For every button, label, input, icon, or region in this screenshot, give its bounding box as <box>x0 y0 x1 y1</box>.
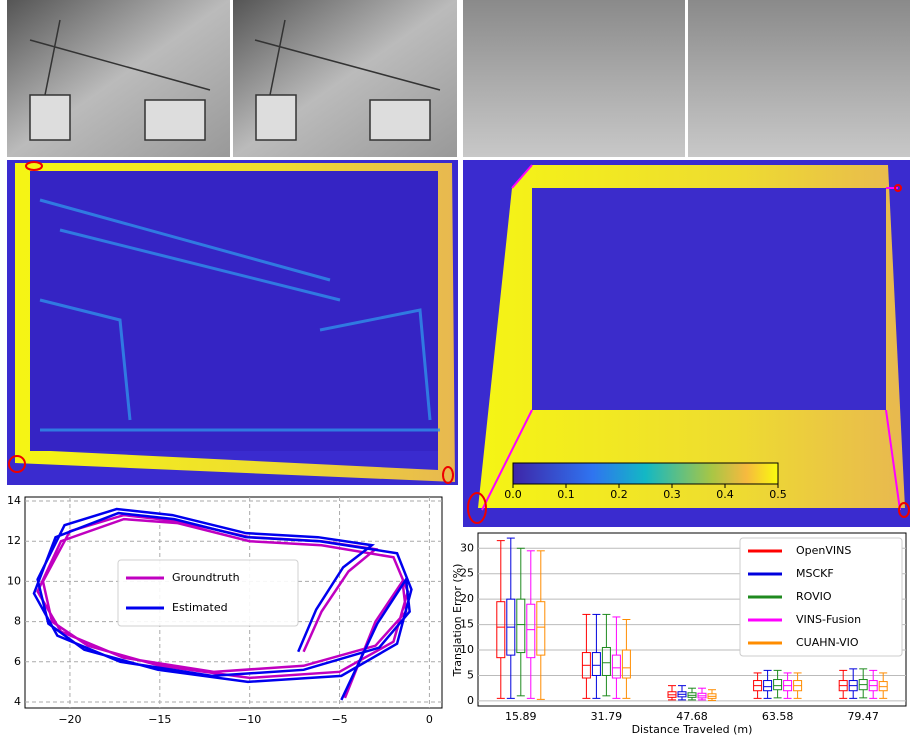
legend-box <box>117 559 299 627</box>
y-tick-label: 10 <box>460 643 474 656</box>
x-tick-label: 63.58 <box>762 710 794 723</box>
box <box>763 680 773 692</box>
colorbar-tick-label: 0.4 <box>716 488 734 501</box>
legend-label: VINS-Fusion <box>796 613 861 626</box>
photo <box>463 0 685 157</box>
box <box>878 681 888 692</box>
box <box>773 679 783 691</box>
x-tick-label: −15 <box>148 713 171 726</box>
x-tick-label: −20 <box>58 713 81 726</box>
box <box>601 646 611 676</box>
y-tick-label: 5 <box>467 668 474 681</box>
colorbar-tick-label: 0.0 <box>504 488 522 501</box>
heatmap-left <box>7 160 458 485</box>
x-tick-label: 0 <box>426 713 433 726</box>
y-tick-label: 20 <box>460 592 474 605</box>
legend-label: CUAHN-VIO <box>796 636 859 649</box>
legend-label: Estimated <box>172 601 228 614</box>
x-tick-label: 47.68 <box>676 710 708 723</box>
colorbar-tick-label: 0.3 <box>663 488 681 501</box>
colorbar <box>512 462 779 485</box>
y-tick-label: 8 <box>14 615 21 628</box>
box <box>536 601 546 656</box>
y-tick-label: 0 <box>467 694 474 707</box>
colorbar-tick-label: 0.1 <box>557 488 575 501</box>
y-tick-label: 25 <box>460 567 474 580</box>
legend-label: Groundtruth <box>172 571 240 584</box>
y-tick-label: 14 <box>7 494 21 507</box>
x-tick-label: −5 <box>331 713 347 726</box>
legend-label: OpenVINS <box>796 544 851 557</box>
photos <box>7 0 910 157</box>
photo <box>688 0 910 157</box>
box <box>526 603 536 659</box>
heatmap-right <box>463 160 910 527</box>
y-tick-label: 15 <box>460 618 474 631</box>
trajectory-line <box>32 507 413 701</box>
x-tick-label: −10 <box>238 713 261 726</box>
photo-detail <box>29 19 441 141</box>
box <box>621 649 631 679</box>
y-tick-label: 6 <box>14 655 21 668</box>
box <box>611 654 621 679</box>
legend-box <box>739 537 903 657</box>
colorbar-tick-label: 0.2 <box>610 488 628 501</box>
colorbar-tick-label: 0.5 <box>769 488 787 501</box>
y-tick-label: 30 <box>460 541 474 554</box>
box <box>591 652 601 676</box>
x-axis-label: Distance Traveled (m) <box>632 723 753 736</box>
x-tick-label: 79.47 <box>847 710 879 723</box>
box <box>496 601 506 659</box>
x-tick-label: 31.79 <box>591 710 623 723</box>
legend-label: ROVIO <box>796 590 832 603</box>
x-tick-label: 15.89 <box>505 710 537 723</box>
y-tick-label: 12 <box>7 534 21 547</box>
y-tick-label: 10 <box>7 574 21 587</box>
box <box>516 598 526 654</box>
y-tick-label: 4 <box>14 695 21 708</box>
legend-label: MSCKF <box>796 567 834 580</box>
y-axis-label: Translation Error (%) <box>451 564 464 678</box>
